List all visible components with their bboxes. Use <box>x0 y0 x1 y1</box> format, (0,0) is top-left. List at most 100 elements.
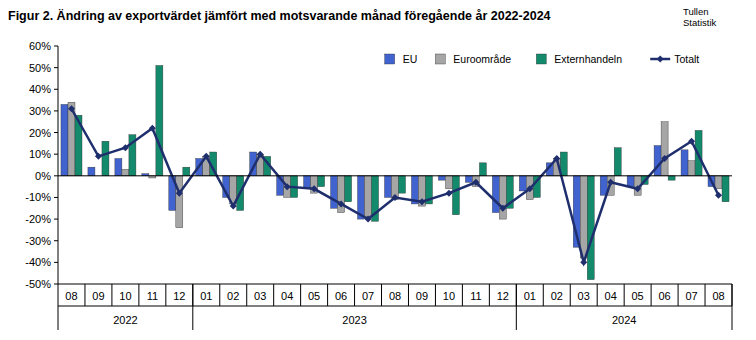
bar <box>445 176 452 189</box>
x-tick-label: 08 <box>389 290 401 302</box>
group-separator <box>192 284 193 330</box>
x-tick <box>381 284 382 306</box>
group-label: 2022 <box>113 314 137 326</box>
y-tick-label: -40% <box>25 256 51 268</box>
y-tick <box>54 67 58 68</box>
bar <box>715 176 722 189</box>
bar <box>614 148 621 176</box>
marker <box>580 259 587 266</box>
y-tick <box>54 132 58 133</box>
marker <box>472 179 479 186</box>
bar <box>102 141 109 176</box>
y-tick-label: -50% <box>25 278 51 290</box>
y-tick <box>54 240 58 241</box>
bar <box>365 176 372 217</box>
bar <box>418 176 425 206</box>
marker <box>553 155 560 162</box>
x-tick-label: 06 <box>658 290 670 302</box>
x-tick <box>489 284 490 306</box>
x-tick-label: 05 <box>632 290 644 302</box>
legend: EUEuroområdeExternhandelnTotalt <box>375 50 726 67</box>
group-label: 2024 <box>612 314 636 326</box>
x-tick <box>273 284 274 306</box>
bar <box>661 122 668 176</box>
x-tick <box>408 284 409 306</box>
marker <box>392 194 399 201</box>
x-tick <box>624 284 625 306</box>
x-tick <box>84 284 85 306</box>
chart: Figur 2. Ändring av exportvärdet jämfört… <box>0 0 756 340</box>
y-tick <box>54 89 58 90</box>
bar <box>384 176 391 198</box>
bar <box>587 176 594 280</box>
y-tick-label: 30% <box>29 105 51 117</box>
group-separator <box>732 284 733 330</box>
bar <box>627 176 634 187</box>
x-tick-label: 03 <box>254 290 266 302</box>
bar <box>438 176 445 180</box>
bar <box>115 159 122 176</box>
x-axis <box>58 284 732 285</box>
x-tick <box>354 284 355 306</box>
x-tick <box>165 284 166 306</box>
marker <box>149 125 156 132</box>
x-tick <box>111 284 112 306</box>
marker <box>68 105 75 112</box>
x-tick <box>246 284 247 306</box>
line <box>71 109 718 263</box>
x-tick <box>219 284 220 306</box>
y-tick-label: 0% <box>35 170 51 182</box>
group-separator <box>58 284 59 330</box>
x-tick-label: 10 <box>443 290 455 302</box>
x-tick-label: 02 <box>227 290 239 302</box>
marker <box>499 205 506 212</box>
marker <box>634 185 641 192</box>
x-tick <box>678 284 679 306</box>
marker <box>715 192 722 199</box>
title: Figur 2. Ändring av exportvärdet jämfört… <box>8 8 551 23</box>
x-tick-label: 06 <box>335 290 347 302</box>
legend-swatch <box>657 56 664 63</box>
x-tick <box>543 284 544 306</box>
y-tick-label: -20% <box>25 213 51 225</box>
legend-swatch <box>435 54 445 64</box>
x-tick <box>651 284 652 306</box>
bar <box>681 150 688 176</box>
marker <box>284 183 291 190</box>
bar <box>668 176 675 180</box>
bar <box>176 176 183 228</box>
bar <box>318 176 325 187</box>
marker <box>365 216 372 223</box>
bar <box>338 176 345 213</box>
x-tick-label: 07 <box>685 290 697 302</box>
marker <box>338 200 345 207</box>
x-tick-label: 11 <box>470 290 481 302</box>
y-tick <box>54 110 58 111</box>
y-tick <box>54 197 58 198</box>
marker <box>418 198 425 205</box>
marker <box>230 203 237 210</box>
y-axis <box>58 46 59 284</box>
x-tick-label: 09 <box>416 290 428 302</box>
bar <box>183 167 190 176</box>
marker <box>526 185 533 192</box>
x-tick-label: 07 <box>362 290 374 302</box>
bar <box>492 176 499 213</box>
legend-swatch <box>536 54 546 64</box>
y-tick <box>54 262 58 263</box>
y-tick <box>54 154 58 155</box>
source: Tullen <box>683 6 709 17</box>
x-tick <box>462 284 463 306</box>
x-tick <box>597 284 598 306</box>
marker <box>445 190 452 197</box>
legend-label: Totalt <box>674 53 699 65</box>
zero-line <box>58 175 732 176</box>
marker <box>311 185 318 192</box>
bar <box>331 176 338 208</box>
y-tick-label: -30% <box>25 235 51 247</box>
x-tick-label: 03 <box>578 290 590 302</box>
bar <box>499 176 506 219</box>
y-tick <box>54 175 58 176</box>
legend-label: Externhandeln <box>554 53 622 65</box>
x-tick <box>138 284 139 306</box>
